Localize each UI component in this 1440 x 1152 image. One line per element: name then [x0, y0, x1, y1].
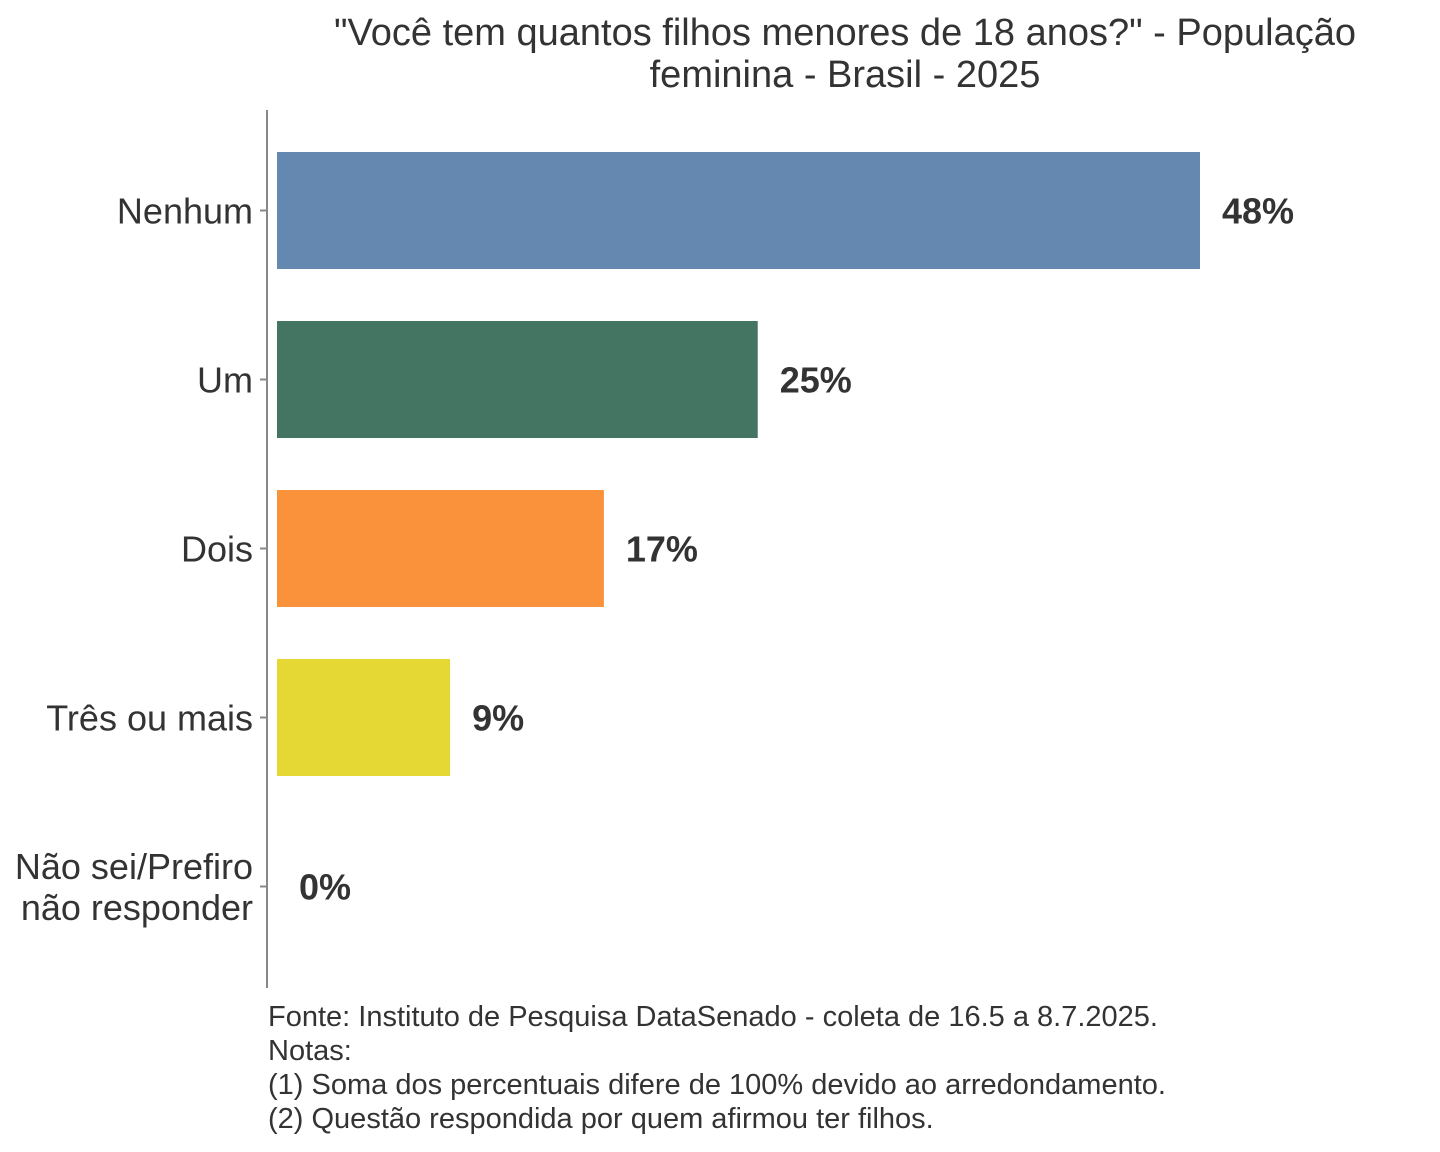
value-labels: 48% 25% 17% 9% 0% — [299, 191, 1294, 908]
value-label: 0% — [299, 867, 351, 908]
notes-heading: Notas: — [268, 1035, 352, 1067]
value-label: 9% — [472, 698, 524, 739]
value-label: 25% — [780, 360, 852, 401]
category-label: Não sei/Prefiro não responder — [15, 846, 253, 928]
source-note: Fonte: Instituto de Pesquisa DataSenado … — [268, 1001, 1158, 1033]
chart-title-line: feminina - Brasil - 2025 — [650, 54, 1041, 96]
chart-caption: Fonte: Instituto de Pesquisa DataSenado … — [268, 1000, 1418, 1136]
y-axis-ticks — [260, 209, 267, 888]
value-label: 17% — [626, 529, 698, 570]
category-label: Três ou mais — [46, 698, 253, 739]
note-2: (2) Questão respondida por quem afirmou … — [268, 1103, 934, 1135]
category-labels: Nenhum Um Dois Três ou mais Não sei/Prefiro n… — [15, 191, 253, 929]
note-1: (1) Soma dos percentuais difere de 100% … — [268, 1069, 1166, 1101]
value-label: 48% — [1222, 191, 1294, 232]
category-label: Um — [197, 360, 253, 401]
bars — [277, 152, 1200, 776]
chart-title: "Você tem quantos filhos menores de 18 a… — [334, 12, 1356, 96]
category-label: Dois — [181, 529, 253, 570]
bar — [277, 321, 758, 438]
bar — [277, 152, 1200, 269]
chart-title-line: "Você tem quantos filhos menores de 18 a… — [334, 12, 1356, 54]
bar — [277, 490, 604, 607]
bar — [277, 659, 451, 776]
category-label: Nenhum — [117, 191, 253, 232]
